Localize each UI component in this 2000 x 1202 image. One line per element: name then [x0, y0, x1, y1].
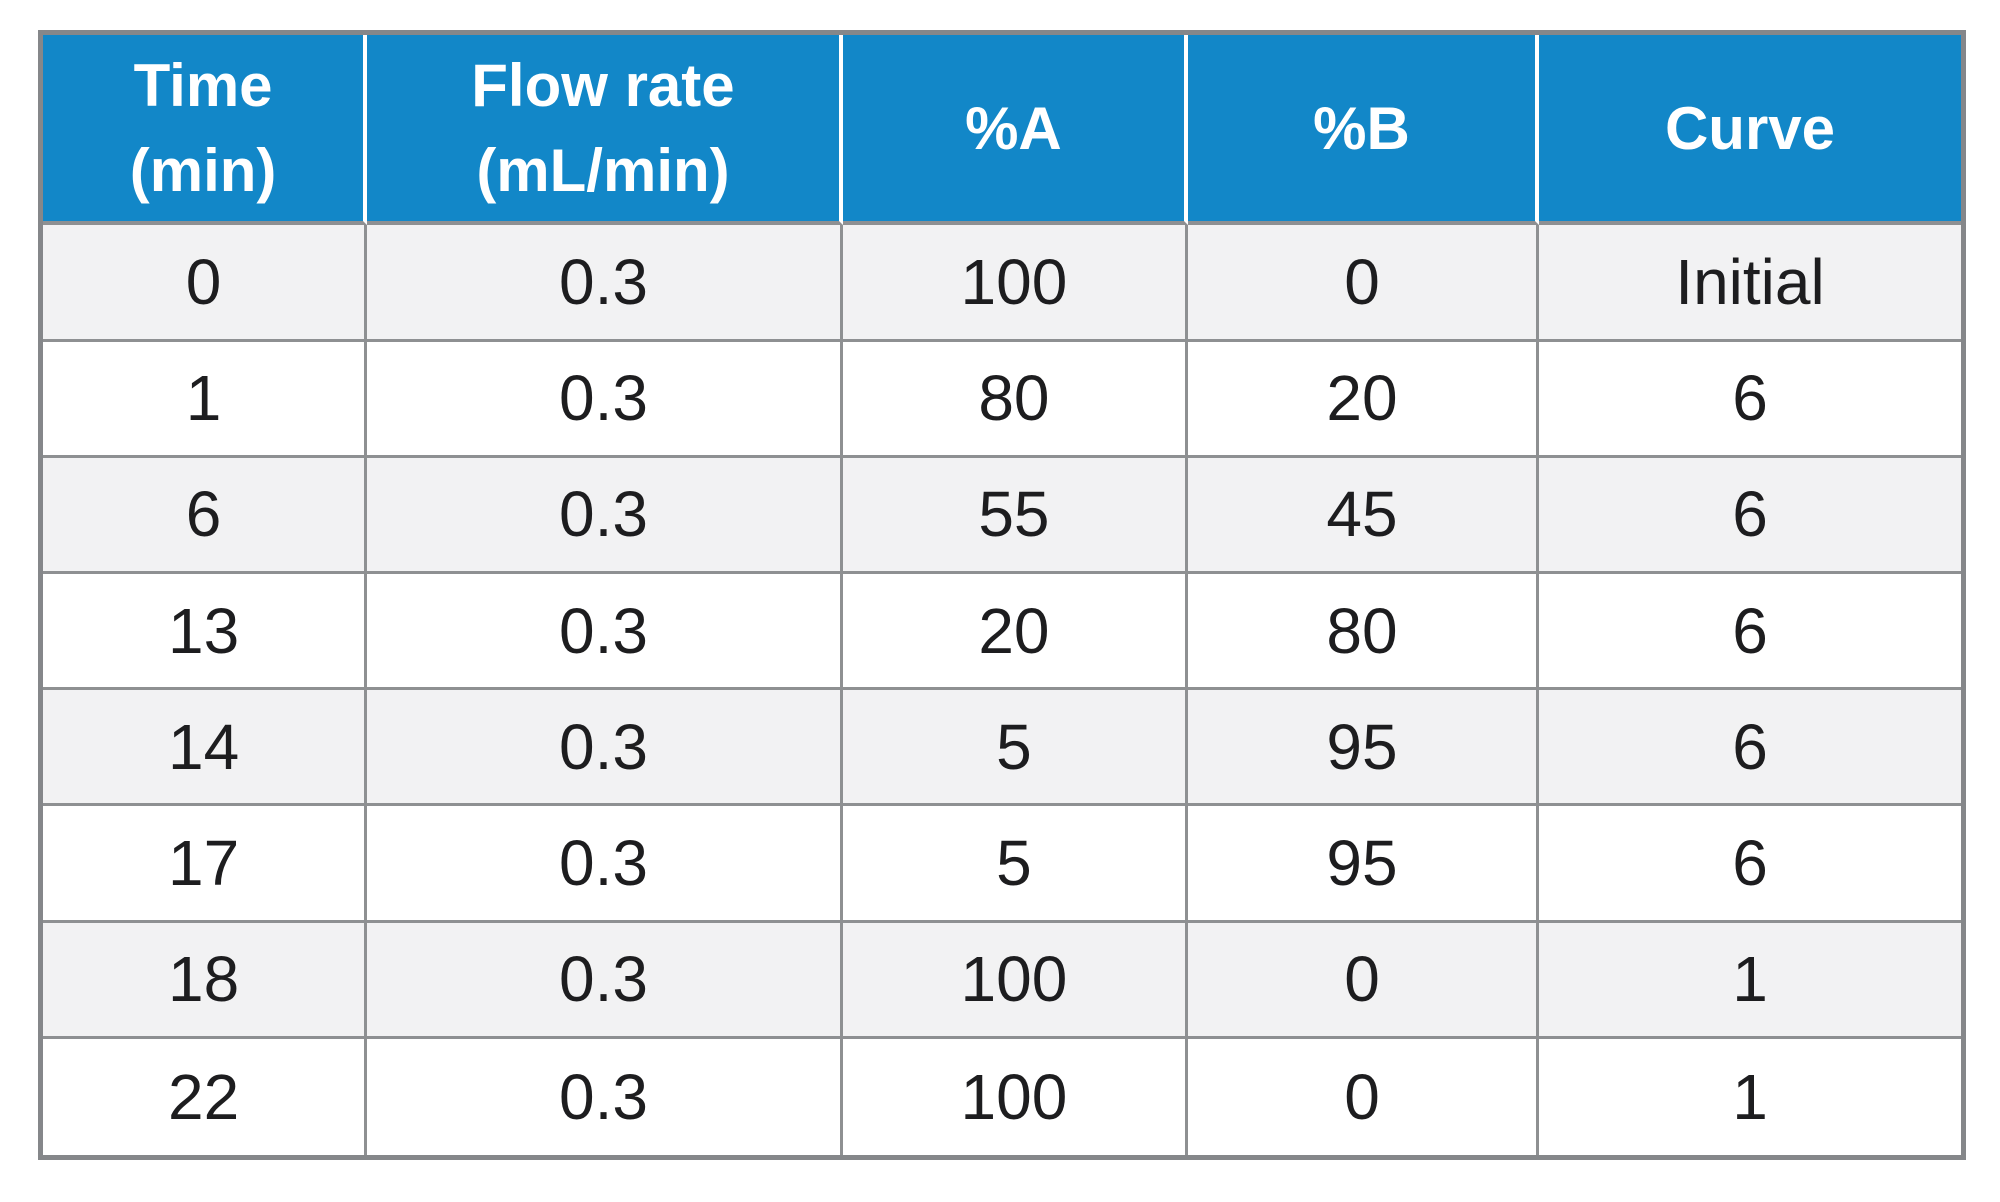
table-row: 18 0.3 100 0 1 — [43, 922, 1961, 1039]
cell-percent-a: 80 — [842, 341, 1189, 458]
cell-time: 1 — [43, 341, 368, 458]
cell-curve: 6 — [1539, 457, 1961, 574]
cell-flow-rate: 0.3 — [367, 573, 843, 691]
cell-percent-a: 20 — [842, 573, 1189, 691]
cell-time: 6 — [43, 457, 368, 574]
gradient-table: Time (min) Flow rate (mL/min) %A %B Curv… — [38, 30, 1966, 1160]
header-cell-curve: Curve — [1539, 35, 1961, 226]
header-cell-time: Time (min) — [43, 35, 368, 226]
cell-flow-rate: 0.3 — [367, 225, 843, 342]
cell-percent-b: 45 — [1188, 457, 1540, 574]
header-cell-flow-rate: Flow rate (mL/min) — [367, 35, 843, 226]
table-row: 6 0.3 55 45 6 — [43, 457, 1961, 574]
cell-curve: Initial — [1539, 225, 1961, 342]
cell-curve: 6 — [1539, 690, 1961, 807]
cell-percent-b: 0 — [1188, 225, 1540, 342]
cell-time: 14 — [43, 690, 368, 807]
cell-curve: 6 — [1539, 341, 1961, 458]
gradient-table-container: Time (min) Flow rate (mL/min) %A %B Curv… — [38, 30, 1966, 1160]
cell-percent-a: 5 — [842, 806, 1189, 923]
cell-percent-b: 95 — [1188, 806, 1540, 923]
cell-percent-b: 20 — [1188, 341, 1540, 458]
cell-curve: 1 — [1539, 1038, 1961, 1155]
cell-flow-rate: 0.3 — [367, 922, 843, 1039]
header-cell-percent-a: %A — [842, 35, 1189, 226]
cell-flow-rate: 0.3 — [367, 690, 843, 807]
header-cell-percent-b: %B — [1188, 35, 1540, 226]
cell-percent-b: 80 — [1188, 573, 1540, 691]
cell-percent-a: 55 — [842, 457, 1189, 574]
table-row: 13 0.3 20 80 6 — [43, 573, 1961, 691]
cell-time: 17 — [43, 806, 368, 923]
cell-percent-b: 0 — [1188, 1038, 1540, 1155]
cell-flow-rate: 0.3 — [367, 806, 843, 923]
cell-curve: 6 — [1539, 573, 1961, 691]
table-row: 1 0.3 80 20 6 — [43, 341, 1961, 458]
cell-curve: 1 — [1539, 922, 1961, 1039]
cell-percent-b: 0 — [1188, 922, 1540, 1039]
table-row: 0 0.3 100 0 Initial — [43, 225, 1961, 342]
cell-percent-a: 100 — [842, 922, 1189, 1039]
cell-time: 13 — [43, 573, 368, 691]
cell-flow-rate: 0.3 — [367, 1038, 843, 1155]
table-row: 22 0.3 100 0 1 — [43, 1038, 1961, 1155]
table-row: 17 0.3 5 95 6 — [43, 806, 1961, 923]
cell-flow-rate: 0.3 — [367, 457, 843, 574]
cell-curve: 6 — [1539, 806, 1961, 923]
cell-flow-rate: 0.3 — [367, 341, 843, 458]
cell-percent-a: 100 — [842, 225, 1189, 342]
cell-time: 0 — [43, 225, 368, 342]
header-row: Time (min) Flow rate (mL/min) %A %B Curv… — [43, 35, 1961, 226]
cell-percent-a: 5 — [842, 690, 1189, 807]
cell-percent-b: 95 — [1188, 690, 1540, 807]
cell-time: 22 — [43, 1038, 368, 1155]
table-row: 14 0.3 5 95 6 — [43, 690, 1961, 807]
cell-percent-a: 100 — [842, 1038, 1189, 1155]
cell-time: 18 — [43, 922, 368, 1039]
